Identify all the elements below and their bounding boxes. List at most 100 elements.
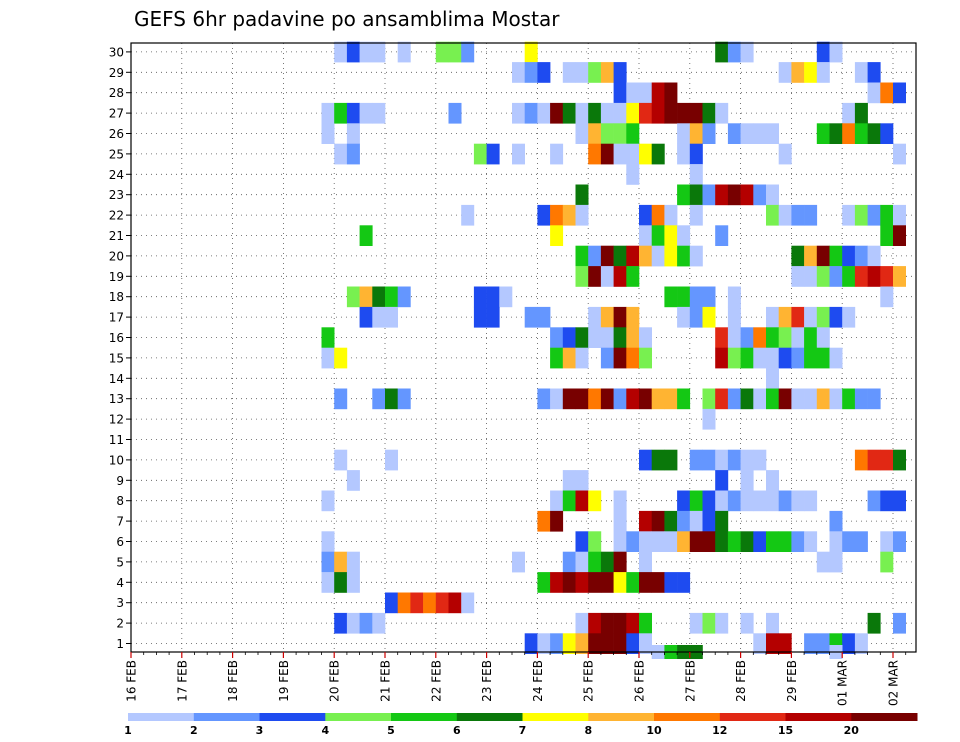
y-tick-label: 5: [116, 555, 124, 569]
x-tick-label: 21 FEB: [379, 660, 393, 702]
heatmap-cell: [753, 347, 767, 369]
heatmap-cell: [359, 225, 373, 246]
y-tick-label: 24: [109, 168, 124, 182]
heatmap-cell: [893, 612, 906, 634]
heatmap-cell: [550, 347, 564, 369]
heatmap-cell: [461, 41, 475, 63]
heatmap-cell: [639, 102, 652, 124]
heatmap-cell: [791, 62, 805, 83]
heatmap-cell: [550, 102, 564, 124]
heatmap-cell: [753, 531, 767, 552]
y-tick-label: 7: [116, 515, 124, 529]
heatmap-cell: [766, 327, 779, 348]
heatmap-cell: [562, 204, 576, 226]
x-tick-label: 27 FEB: [683, 660, 697, 702]
heatmap-cell: [804, 388, 818, 410]
heatmap-cell: [346, 123, 360, 144]
heatmap-cell: [588, 388, 602, 410]
heatmap-cell: [766, 470, 779, 491]
heatmap-cell: [664, 449, 678, 471]
heatmap-cell: [778, 490, 792, 512]
heatmap-cell: [702, 306, 716, 328]
heatmap-cell: [537, 306, 551, 328]
heatmap-cell: [715, 490, 729, 512]
y-tick-label: 20: [109, 249, 124, 263]
heatmap-cell: [816, 551, 830, 573]
heatmap-cell: [651, 225, 665, 246]
heatmap-cell: [816, 123, 830, 144]
heatmap-cell: [664, 225, 678, 246]
heatmap-cell: [626, 164, 640, 185]
heatmap-cell: [727, 531, 741, 552]
heatmap-cell: [334, 612, 348, 634]
heatmap-cell: [664, 245, 678, 267]
heatmap-cell: [486, 306, 500, 328]
y-tick-label: 1: [116, 637, 124, 651]
heatmap-cell: [677, 102, 691, 124]
heatmap-cell: [639, 327, 652, 348]
heatmap-cell: [740, 327, 754, 348]
heatmap-cell: [829, 306, 843, 328]
heatmap-cell: [727, 184, 741, 206]
colorbar-swatch: [128, 713, 195, 721]
colorbar-label: 5: [387, 724, 395, 737]
heatmap-cell: [613, 245, 627, 267]
heatmap-cell: [677, 123, 691, 144]
heatmap-cell: [816, 245, 830, 267]
heatmap-cell: [778, 388, 792, 410]
heatmap-cell: [448, 592, 462, 614]
heatmap-cell: [613, 510, 627, 532]
colorbar-label: 20: [844, 724, 860, 737]
heatmap-cell: [715, 388, 729, 410]
heatmap-cell: [880, 551, 894, 573]
heatmap-cell: [346, 551, 360, 573]
heatmap-cell: [727, 327, 741, 348]
heatmap-cell: [715, 225, 729, 246]
heatmap-cell: [816, 62, 830, 83]
heatmap-cell: [639, 633, 652, 654]
heatmap-cell: [588, 62, 602, 83]
heatmap-cell: [702, 388, 716, 410]
heatmap-cell: [562, 633, 576, 654]
heatmap-cell: [867, 245, 881, 267]
heatmap-cell: [766, 531, 779, 552]
heatmap-cell: [512, 62, 525, 83]
heatmap-cell: [550, 633, 564, 654]
heatmap-cell: [804, 347, 818, 369]
heatmap-cell: [410, 592, 424, 614]
heatmap-cell: [791, 327, 805, 348]
heatmap-cell: [804, 204, 818, 226]
heatmap-cell: [550, 204, 564, 226]
colorbar-label: 7: [519, 724, 527, 737]
heatmap-cell: [626, 266, 640, 287]
heatmap-cell: [893, 82, 906, 104]
y-tick-label: 15: [109, 351, 124, 365]
heatmap-cell: [804, 531, 818, 552]
heatmap-cell: [613, 62, 627, 83]
heatmap-cell: [867, 266, 881, 287]
heatmap-cell: [550, 490, 564, 512]
colorbar-swatch: [193, 713, 260, 721]
heatmap-cell: [778, 633, 792, 654]
heatmap-cell: [639, 204, 652, 226]
heatmap-cell: [562, 62, 576, 83]
heatmap-cell: [791, 347, 805, 369]
heatmap-cell: [613, 82, 627, 104]
heatmap-cell: [524, 306, 538, 328]
heatmap-cell: [689, 164, 703, 185]
heatmap-cell: [575, 266, 589, 287]
heatmap-cell: [689, 204, 703, 226]
y-tick-label: 13: [109, 392, 124, 406]
y-tick-label: 9: [116, 474, 124, 488]
colorbar-label: 4: [321, 724, 329, 737]
heatmap-cell: [715, 102, 729, 124]
y-tick-label: 12: [109, 413, 124, 427]
heatmap-cell: [702, 123, 716, 144]
heatmap-cell: [486, 143, 500, 165]
heatmap-cell: [893, 490, 906, 512]
heatmap-cell: [880, 490, 894, 512]
heatmap-cell: [626, 102, 640, 124]
heatmap-cell: [613, 306, 627, 328]
heatmap-cell: [829, 245, 843, 267]
heatmap-cell: [880, 82, 894, 104]
